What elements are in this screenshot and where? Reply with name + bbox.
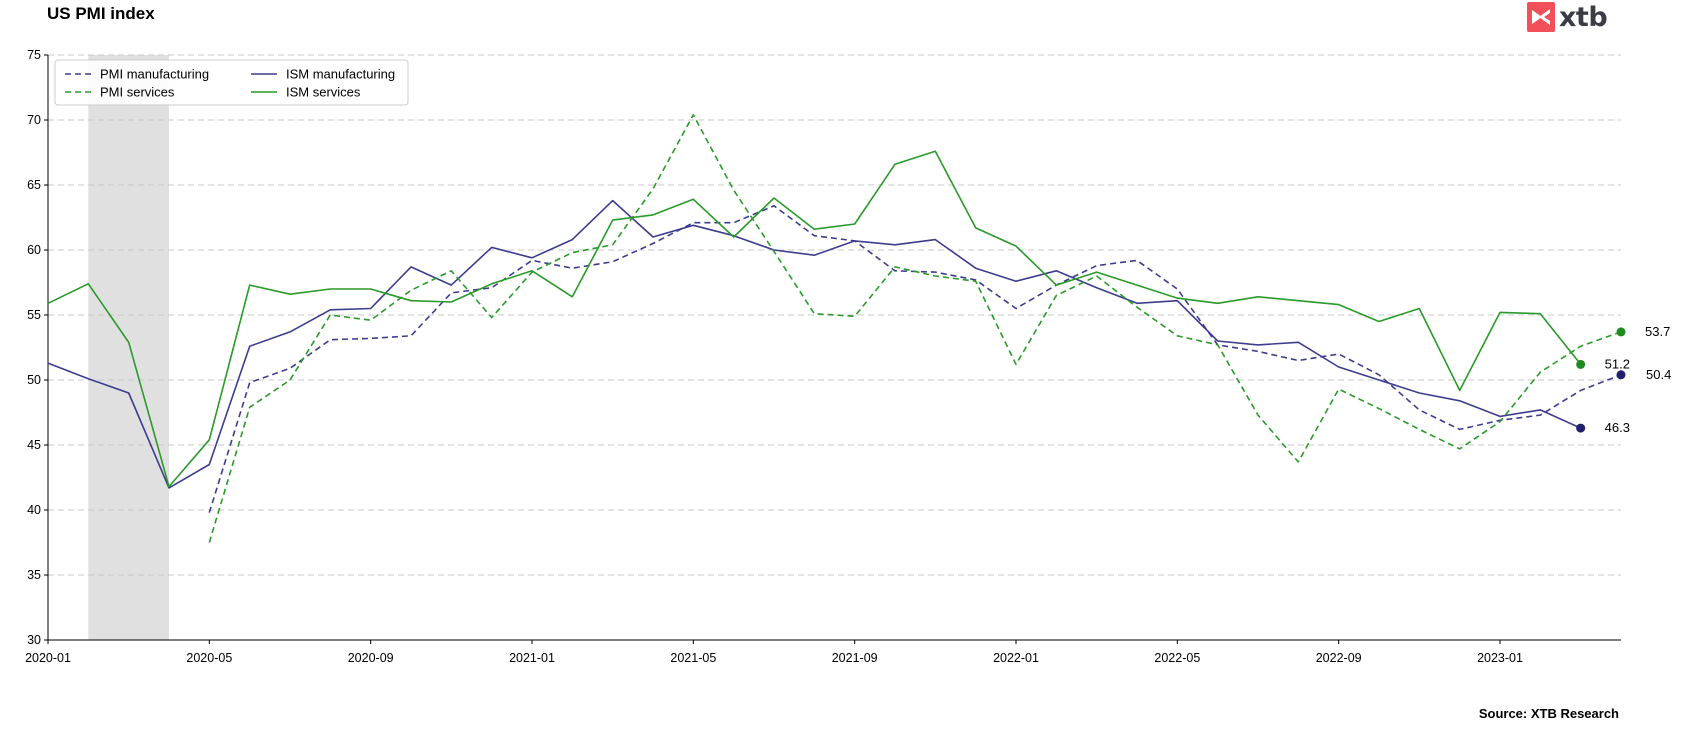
x-tick-label: 2020-09 [348,651,394,665]
x-tick-label: 2021-05 [670,651,716,665]
x-tick-label: 2020-05 [186,651,232,665]
y-tick-label: 30 [27,633,41,647]
x-tick-label: 2021-01 [509,651,555,665]
series-line-pmi-services [208,114,1622,543]
x-tick-label: 2022-09 [1316,651,1362,665]
end-value-label-pmi-services: 53.7 [1645,324,1670,339]
legend-label-pmi-manufacturing: PMI manufacturing [100,67,209,82]
legend-label-pmi-services: PMI services [100,85,175,100]
legend-label-ism-manufacturing: ISM manufacturing [286,67,395,82]
end-marker-pmi-manufacturing [1616,370,1626,380]
legend-label-ism-services: ISM services [286,85,361,100]
recession-shading [88,55,169,640]
y-tick-label: 60 [27,243,41,257]
x-tick-label: 2022-01 [993,651,1039,665]
y-tick-label: 70 [27,113,41,127]
x-tick-label: 2020-01 [25,651,71,665]
series-line-pmi-manufacturing [208,205,1622,513]
y-tick-label: 55 [27,308,41,322]
x-tick-label: 2021-09 [832,651,878,665]
source-note: Source: XTB Research [1478,706,1619,721]
y-tick-label: 50 [27,373,41,387]
x-tick-label: 2022-05 [1154,651,1200,665]
y-tick-label: 40 [27,503,41,517]
y-tick-label: 45 [27,438,41,452]
end-value-label-ism-manufacturing: 46.3 [1605,420,1630,435]
y-tick-label: 65 [27,178,41,192]
xtb-logo-icon [1527,2,1555,32]
chart-title: US PMI index [47,4,155,23]
end-value-label-ism-services: 51.2 [1605,356,1630,371]
x-tick-label: 2023-01 [1477,651,1523,665]
series-line-ism-manufacturing [47,199,1582,489]
end-value-label-pmi-manufacturing: 50.4 [1646,367,1671,382]
legend-box [54,59,409,106]
y-tick-label: 75 [27,48,41,62]
end-marker-ism-manufacturing [1576,423,1586,433]
series-line-ism-services [47,150,1582,488]
end-marker-pmi-services [1616,327,1626,337]
xtb-logo: xtb [1527,1,1608,33]
y-tick-label: 35 [27,568,41,582]
end-marker-ism-services [1576,359,1586,369]
logo-text: xtb [1559,1,1608,33]
